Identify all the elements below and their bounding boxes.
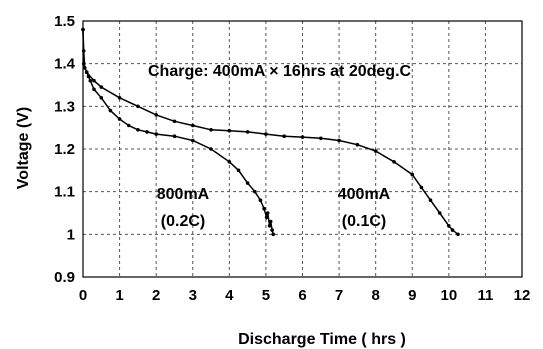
y-tick-label: 1 bbox=[67, 226, 75, 243]
series-1-point bbox=[191, 138, 195, 143]
series-1-point bbox=[267, 224, 272, 228]
x-tick-label: 12 bbox=[514, 287, 531, 304]
series-2-point bbox=[447, 224, 451, 228]
tick-layer: 1.51.41.31.21.110.90 1 2 3 4 5 6 7 8 9 10 11 12 bbox=[54, 13, 530, 304]
series-1-point bbox=[83, 66, 87, 70]
series-1-point bbox=[271, 232, 276, 237]
series-1-point bbox=[86, 74, 91, 79]
series-2-point bbox=[227, 128, 232, 133]
charge-annotation: Charge: 400mA × 16hrs at 20deg.C bbox=[148, 63, 412, 80]
x-tick-label: 0 bbox=[79, 287, 87, 304]
series-2-point bbox=[392, 160, 396, 164]
curve-layer bbox=[82, 29, 459, 235]
x-tick-label: 3 bbox=[189, 287, 197, 304]
series-2-point bbox=[337, 138, 341, 143]
series-2-point bbox=[450, 228, 455, 232]
series-2-point bbox=[282, 134, 287, 138]
series-2-point bbox=[319, 136, 323, 141]
series-2-point bbox=[373, 149, 378, 153]
series-1-point bbox=[264, 215, 269, 220]
series-1-point bbox=[99, 96, 104, 100]
series-1-point bbox=[236, 168, 241, 173]
series-1-point bbox=[258, 198, 263, 202]
label-400ma: 400mA bbox=[338, 186, 391, 203]
series-2-point bbox=[99, 85, 104, 89]
y-axis-title: Voltage (V) bbox=[15, 107, 32, 189]
y-tick-label: 1.4 bbox=[54, 56, 76, 73]
series-2-point bbox=[264, 132, 268, 136]
series-1-point bbox=[92, 87, 96, 92]
series-2-point bbox=[154, 113, 158, 117]
x-axis-title: Discharge Time ( hrs ) bbox=[238, 331, 406, 348]
x-tick-label: 1 bbox=[115, 287, 123, 304]
series-2-point bbox=[81, 27, 85, 32]
x-tick-label: 11 bbox=[477, 287, 493, 304]
series-2-point bbox=[355, 142, 360, 147]
series-1-point bbox=[268, 219, 273, 224]
series-1-point bbox=[209, 147, 213, 151]
y-tick-label: 1.5 bbox=[54, 13, 75, 30]
series-2-point bbox=[191, 123, 195, 128]
series-1-point bbox=[108, 108, 113, 113]
series-2-point bbox=[172, 119, 177, 124]
y-tick-label: 0.9 bbox=[54, 269, 75, 286]
series-2-point bbox=[456, 232, 460, 237]
series-2-line bbox=[82, 29, 459, 235]
marker-layer bbox=[81, 27, 460, 237]
x-tick-label: 8 bbox=[371, 287, 379, 304]
x-tick-label: 6 bbox=[298, 287, 306, 304]
series-1-point bbox=[81, 49, 86, 53]
series-2-point bbox=[437, 211, 442, 215]
label-400ma-rate: (0.1C) bbox=[342, 213, 386, 230]
y-tick-label: 1.3 bbox=[54, 98, 75, 115]
series-1-point bbox=[88, 78, 93, 83]
series-1-point bbox=[265, 211, 270, 215]
x-tick-label: 9 bbox=[408, 287, 416, 304]
series-2-point bbox=[136, 104, 140, 109]
series-1-point bbox=[253, 189, 257, 194]
label-800ma: 800mA bbox=[157, 186, 210, 203]
x-tick-label: 5 bbox=[262, 287, 270, 304]
x-tick-label: 7 bbox=[335, 287, 343, 304]
plot-frame bbox=[82, 20, 523, 278]
series-2-point bbox=[209, 128, 213, 132]
y-tick-label: 1.2 bbox=[54, 141, 75, 158]
series-2-point bbox=[419, 185, 424, 190]
series-2-point bbox=[81, 61, 86, 66]
series-1-point bbox=[270, 228, 274, 232]
x-tick-label: 2 bbox=[152, 287, 160, 304]
series-1-point bbox=[245, 181, 250, 185]
series-2-point bbox=[410, 172, 415, 177]
series-2-point bbox=[92, 78, 96, 83]
series-2-point bbox=[84, 70, 89, 74]
grid-layer bbox=[83, 21, 522, 277]
series-2-point bbox=[245, 130, 250, 134]
series-2-point bbox=[428, 198, 433, 202]
series-1-point bbox=[172, 134, 177, 138]
series-1-point bbox=[227, 160, 232, 164]
series-1-point bbox=[145, 130, 149, 134]
series-2-point bbox=[117, 96, 122, 100]
series-1-point bbox=[262, 206, 266, 211]
series-1-point bbox=[154, 132, 158, 136]
x-tick-label: 10 bbox=[440, 287, 457, 304]
y-tick-label: 1.1 bbox=[54, 184, 75, 201]
series-1-point bbox=[117, 117, 122, 121]
label-800ma-rate: (0.2C) bbox=[161, 213, 205, 230]
series-1-point bbox=[126, 123, 131, 128]
series-1-point bbox=[136, 128, 140, 132]
x-tick-label: 4 bbox=[225, 287, 234, 304]
series-2-point bbox=[300, 135, 305, 139]
